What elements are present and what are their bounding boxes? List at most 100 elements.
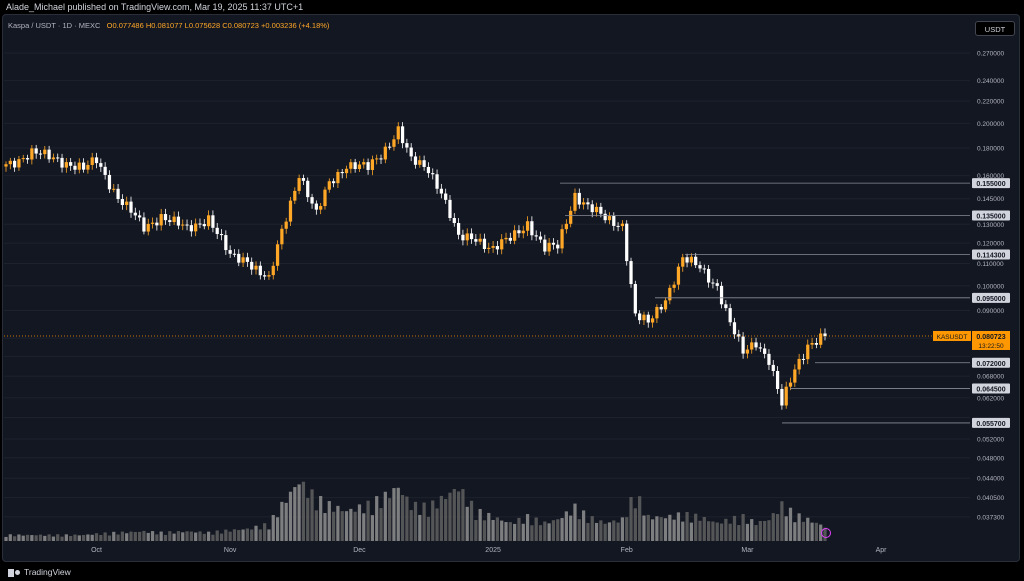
candle-body: [245, 257, 250, 262]
volume-bar: [215, 530, 219, 541]
candle-body: [569, 210, 573, 224]
volume-bar: [478, 508, 482, 541]
candle-body: [788, 382, 793, 387]
candle-body: [73, 165, 77, 170]
candle-body: [375, 158, 379, 160]
candle-body: [60, 157, 64, 168]
volume-bar: [750, 519, 754, 541]
ohlc-low: L0.075628: [184, 21, 221, 30]
volume-bar: [301, 481, 306, 541]
x-tick-label: Mar: [741, 547, 754, 554]
candle-body: [280, 228, 284, 245]
candle-body: [681, 257, 685, 267]
candle-body: [775, 370, 780, 389]
volume-bar: [8, 534, 12, 541]
x-tick-label: Oct: [91, 547, 102, 554]
candle-body: [702, 268, 706, 270]
candle-body: [655, 306, 659, 319]
candle-body: [418, 160, 422, 165]
candle-body: [444, 193, 448, 200]
candle-body: [439, 188, 443, 194]
volume-bar: [198, 531, 202, 541]
volume-bar: [448, 492, 452, 541]
candle-body: [633, 284, 637, 314]
volume-bar: [267, 529, 271, 541]
x-tick-label: Nov: [224, 547, 237, 554]
volume-bar: [517, 517, 521, 541]
candle-body: [284, 221, 288, 229]
volume-bar: [344, 511, 349, 541]
candle-body: [495, 246, 500, 250]
volume-bar: [13, 536, 17, 541]
candle-body: [814, 342, 818, 345]
volume-bar: [741, 514, 745, 541]
volume-bar: [508, 522, 512, 541]
volume-bar: [237, 530, 241, 541]
candle-body: [370, 159, 375, 170]
symbol-legend: Kaspa / USDT · 1D · MEXC O0.077486 H0.08…: [8, 21, 329, 30]
price-tag-label: 0.080723: [976, 334, 1005, 341]
volume-bar: [616, 522, 620, 541]
volume-bar: [254, 525, 258, 541]
volume-bar: [482, 520, 487, 541]
candle-body: [133, 212, 137, 216]
volume-bar: [439, 495, 443, 541]
price-tag: [972, 330, 1010, 350]
candle-body: [551, 242, 556, 245]
candle-body: [146, 223, 150, 232]
candle-body: [94, 157, 99, 164]
volume-bar: [413, 501, 418, 541]
volume-bar: [775, 514, 780, 541]
volume-bar: [250, 529, 254, 541]
volume-bar: [724, 518, 728, 541]
candle-body: [129, 201, 133, 213]
candle-body: [711, 282, 715, 284]
volume-bar: [431, 500, 435, 541]
candle-body: [176, 216, 181, 226]
volume-bar: [819, 524, 823, 541]
volume-bar: [69, 535, 73, 541]
y-tick-label: 0.062000: [977, 395, 1004, 402]
candle-body: [69, 162, 73, 166]
y-tick-label: 0.090000: [977, 308, 1004, 315]
volume-bar: [599, 520, 603, 541]
candle-body: [538, 236, 543, 240]
candle-body: [340, 172, 344, 174]
candle-body: [698, 265, 702, 269]
volume-bar: [625, 517, 629, 541]
volume-bar: [685, 511, 689, 541]
volume-bar: [456, 491, 461, 541]
volume-bar: [357, 504, 362, 541]
volume-bar: [676, 512, 681, 541]
y-tick-label: 0.270000: [977, 51, 1004, 58]
candle-body: [163, 214, 168, 221]
volume-bar: [17, 534, 21, 541]
volume-bar: [159, 531, 163, 541]
candle-body: [560, 229, 564, 249]
volume-bar: [163, 534, 168, 541]
candle-body: [30, 148, 34, 160]
chart-panel[interactable]: [2, 14, 1020, 562]
volume-bar: [392, 488, 396, 541]
volume-bar: [30, 535, 34, 541]
candle-body: [780, 388, 784, 406]
volume-bar: [112, 531, 116, 541]
candle-body: [461, 234, 465, 241]
volume-bar: [211, 534, 215, 541]
candle-body: [650, 318, 655, 323]
candle-body: [724, 304, 728, 309]
volume-bar: [25, 534, 30, 541]
candle-body: [396, 126, 400, 140]
candle-body: [801, 358, 806, 360]
symbol-tag: [933, 330, 971, 341]
currency-button[interactable]: USDT: [975, 21, 1015, 36]
candle-body: [530, 221, 534, 236]
candle-body: [694, 256, 698, 266]
candle-body: [86, 164, 90, 170]
volume-bar: [788, 507, 793, 541]
candle-body: [349, 162, 353, 169]
candle-body: [25, 158, 30, 160]
volume-bar: [81, 534, 86, 541]
candle-body: [819, 333, 823, 345]
